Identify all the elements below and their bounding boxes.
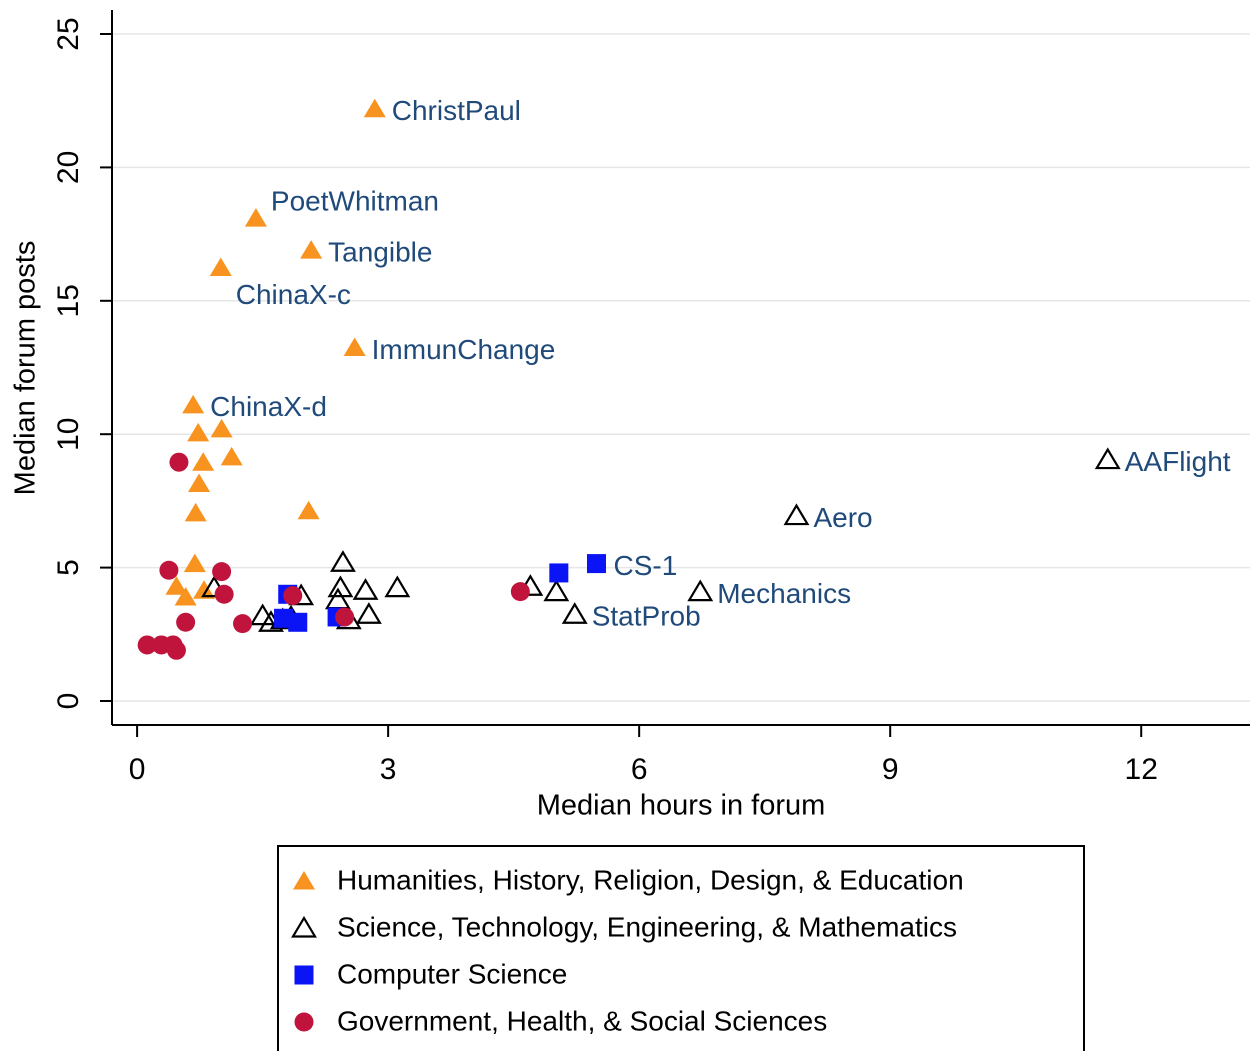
data-point	[249, 603, 276, 626]
data-point	[783, 503, 810, 526]
data-point	[210, 418, 233, 438]
data-point	[188, 473, 211, 493]
data-point	[330, 550, 356, 572]
data-point	[192, 452, 215, 471]
x-tick-label: 0	[129, 753, 146, 786]
data-point	[137, 635, 157, 655]
data-point	[324, 587, 351, 610]
x-tick-label: 9	[882, 753, 899, 786]
y-tick-label: 0	[52, 693, 85, 710]
point-label: StatProb	[592, 601, 701, 632]
data-point	[687, 579, 714, 602]
data-point	[220, 446, 243, 466]
data-point	[182, 394, 205, 414]
point-label: Mechanics	[717, 578, 851, 609]
legend-marker	[294, 965, 314, 985]
data-point	[165, 576, 188, 595]
data-point	[510, 582, 530, 602]
data-point	[159, 560, 179, 580]
point-label: PoetWhitman	[271, 185, 439, 216]
data-point	[214, 584, 234, 604]
data-point	[187, 422, 210, 442]
y-axis-label: Median forum posts	[10, 241, 42, 496]
legend-label: Science, Technology, Engineering, & Math…	[337, 911, 957, 942]
data-point	[384, 575, 411, 598]
data-point	[549, 563, 569, 583]
legend-label: Government, Health, & Social Sciences	[337, 1005, 827, 1036]
data-point	[169, 452, 189, 472]
data-point	[244, 208, 267, 227]
legend-marker	[291, 915, 317, 938]
data-point	[233, 614, 253, 634]
point-label: AAFlight	[1125, 446, 1231, 477]
data-point	[193, 580, 216, 599]
data-point	[288, 612, 308, 632]
y-tick-label: 15	[52, 284, 85, 317]
point-label: ImmunChange	[372, 334, 556, 365]
legend-box	[277, 845, 1085, 1051]
x-tick-label: 3	[380, 753, 397, 786]
data-point	[174, 586, 197, 606]
x-axis-label: Median hours in forum	[537, 790, 826, 822]
point-label: CS-1	[613, 550, 677, 581]
point-label: ChristPaul	[392, 95, 521, 126]
data-point	[355, 602, 382, 624]
y-tick-label: 20	[52, 151, 85, 184]
y-tick-label: 25	[52, 17, 85, 50]
data-point	[176, 612, 196, 632]
data-point	[543, 579, 570, 602]
x-tick-label: 6	[631, 753, 648, 786]
point-label: Aero	[813, 502, 872, 533]
data-point	[352, 578, 379, 600]
data-point	[363, 98, 386, 118]
data-point	[166, 640, 186, 660]
x-tick-label: 12	[1125, 753, 1158, 786]
data-point	[343, 337, 366, 356]
data-point	[561, 602, 588, 624]
data-point	[335, 607, 355, 627]
point-label: ChinaX-c	[236, 279, 351, 310]
data-point	[300, 240, 323, 259]
y-tick-label: 5	[52, 559, 85, 576]
data-point	[297, 500, 320, 520]
data-point	[209, 257, 232, 276]
data-point	[327, 575, 354, 598]
data-point	[212, 562, 232, 582]
data-point	[184, 502, 207, 522]
point-label: ChinaX-d	[210, 391, 327, 422]
point-label: Tangible	[328, 237, 432, 268]
legend-label: Computer Science	[337, 958, 567, 989]
data-point	[183, 553, 206, 573]
data-point	[586, 554, 606, 574]
legend-marker	[294, 1012, 314, 1032]
y-tick-label: 10	[52, 418, 85, 451]
data-point	[1094, 447, 1121, 470]
legend-marker	[293, 871, 315, 890]
legend-label: Humanities, History, Religion, Design, &…	[337, 864, 964, 895]
data-point	[283, 586, 303, 606]
